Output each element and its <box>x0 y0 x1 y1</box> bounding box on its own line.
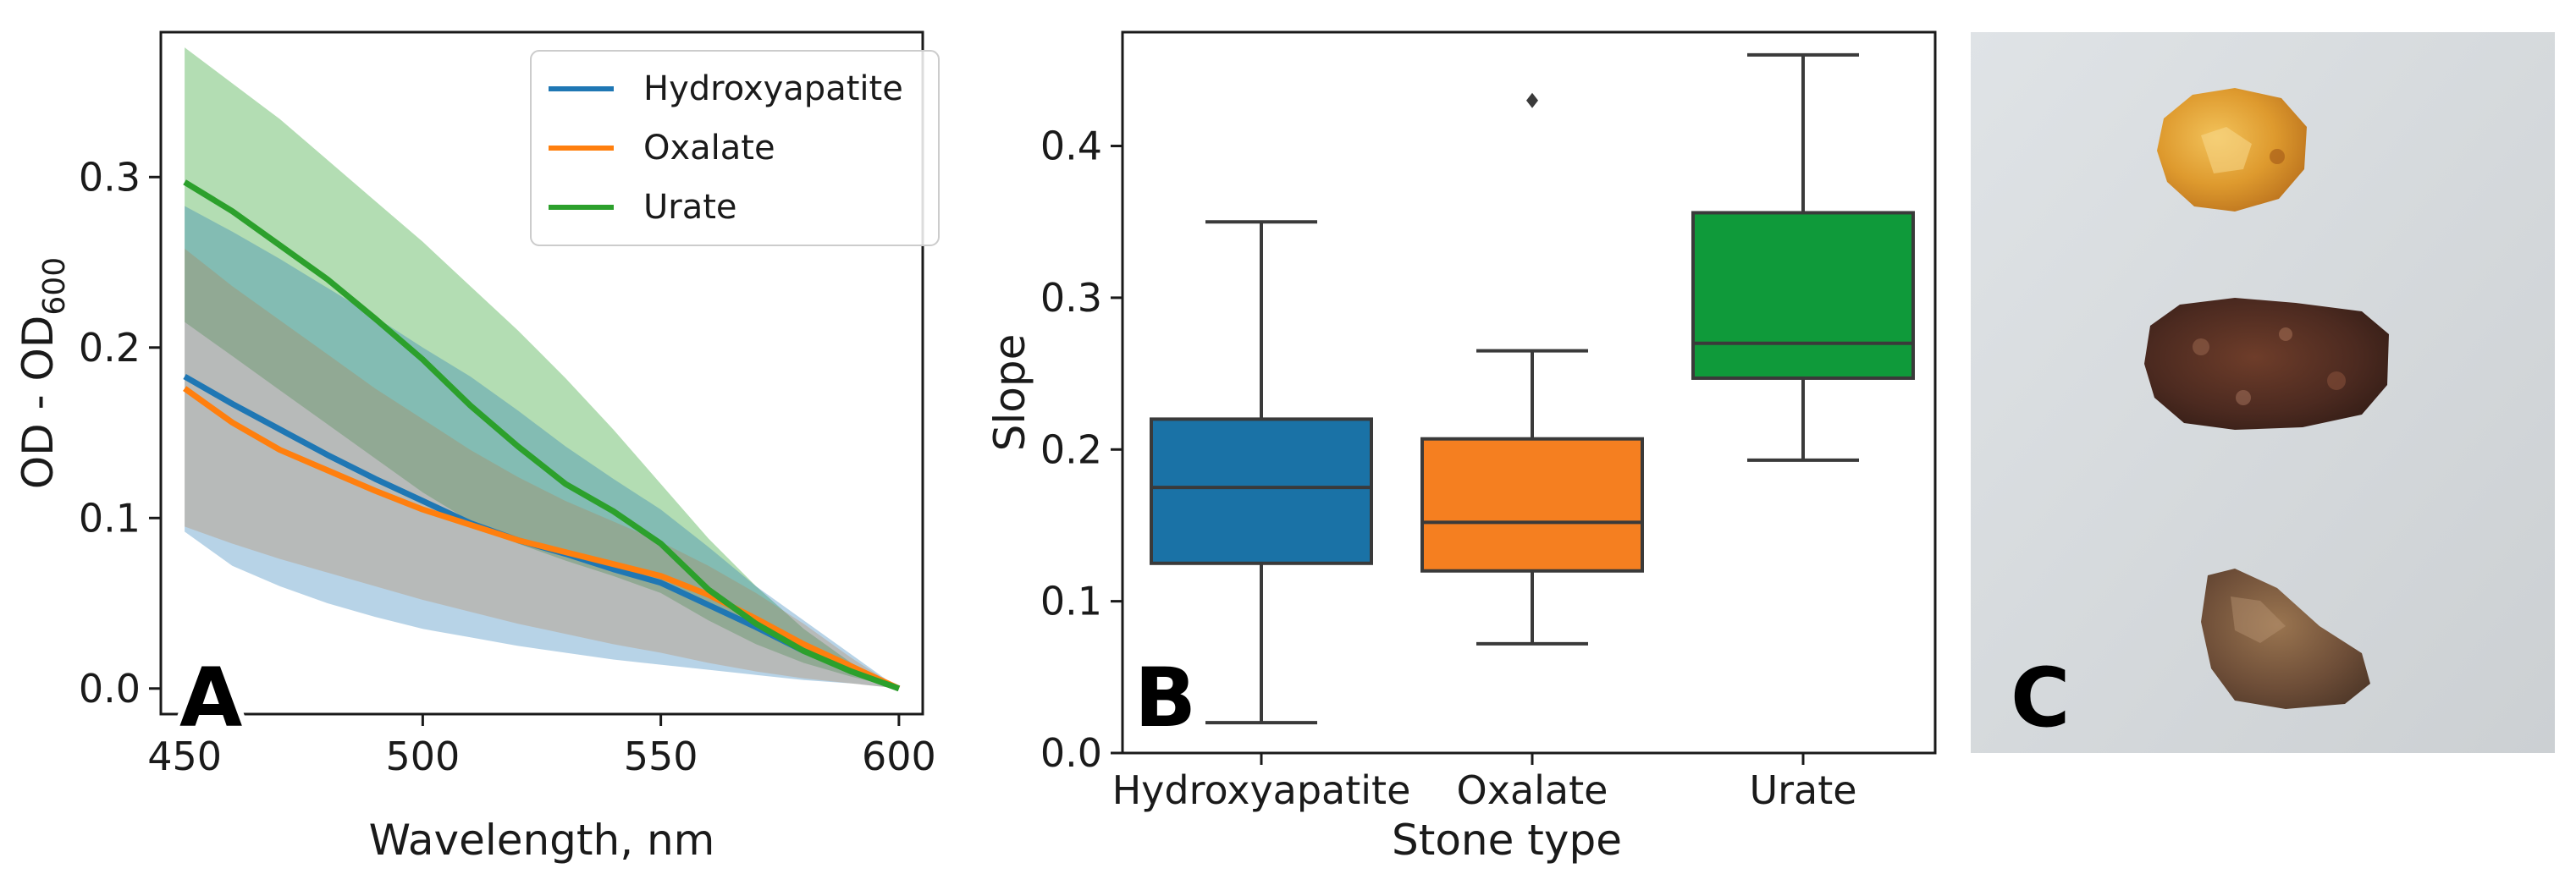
stone-spot <box>2327 371 2346 390</box>
y-tick-label: 0.2 <box>79 325 141 371</box>
x-axis-title: Wavelength, nm <box>369 816 715 865</box>
line-oxalate <box>183 386 901 691</box>
y-axis-ticks: 0.0 0.1 0.2 0.3 <box>79 154 161 712</box>
x-tick-label: Urate <box>1749 767 1856 813</box>
mean-lines <box>183 179 901 692</box>
oxalate-stone <box>2144 298 2389 430</box>
x-tick-label: 450 <box>147 734 222 779</box>
y-tick-label: 0.4 <box>1040 124 1102 169</box>
y-tick-label: 0.3 <box>79 154 141 200</box>
y-axis-title: OD - OD600 <box>14 257 72 489</box>
x-axis-ticks: Hydroxyapatite Oxalate Urate <box>1112 753 1857 813</box>
stone-pit <box>2270 149 2285 164</box>
y-axis-title: Slope <box>985 334 1034 452</box>
x-axis-title: Stone type <box>1392 816 1622 865</box>
box-hydroxyapatite <box>1150 417 1373 565</box>
stone-highlight <box>2231 596 2286 643</box>
legend-label-hydroxyapatite: Hydroxyapatite <box>643 69 903 108</box>
box-oxalate <box>1420 437 1644 573</box>
stone-highlight <box>2201 127 2252 173</box>
panel-a-letter-halo: A <box>179 651 242 745</box>
stone-spot <box>2193 338 2209 355</box>
band-hydroxyapatite <box>185 206 899 689</box>
box-urate <box>1691 211 1915 380</box>
y-tick-label: 0.1 <box>79 495 141 541</box>
panel-b-box-plot: Hydroxyapatite Oxalate Urate 0.00.10.20.30… <box>985 30 1937 865</box>
x-tick-label: Oxalate <box>1457 767 1608 813</box>
panel-a-frame <box>159 30 924 716</box>
x-axis-ticks: 450 500 550 600 <box>147 714 936 779</box>
y-tick-label: 0.3 <box>1040 275 1102 321</box>
legend-label-oxalate: Oxalate <box>643 129 775 168</box>
legend: Hydroxyapatite Oxalate Urate <box>530 50 940 246</box>
box-plot-elements <box>1150 52 1915 725</box>
stone-spot <box>2236 390 2251 405</box>
x-tick-label: 500 <box>385 734 460 779</box>
panel-c-letter: C <box>2011 651 2070 745</box>
stone-body <box>2201 569 2370 709</box>
panel-b-frame <box>1121 30 1937 755</box>
hydroxyapatite-stone <box>2157 88 2307 212</box>
panel-c-photo: C <box>1971 32 2555 753</box>
urate-stone <box>2201 569 2370 709</box>
band-oxalate <box>185 248 899 689</box>
x-tick-label: Hydroxyapatite <box>1112 767 1411 813</box>
y-axis-ticks: 0.0 0.1 0.2 0.3 0.4 <box>1040 124 1123 776</box>
panel-a-line-chart: 450 500 550 600 0.0 0.1 0.2 0.3 Wavelength, nm… <box>14 30 940 865</box>
panel-a-letter: A <box>179 651 242 745</box>
outlier-oxalate <box>1526 92 1538 108</box>
legend-box <box>530 50 940 246</box>
panel-b-letter: B <box>1134 651 1196 745</box>
y-tick-label: 0.0 <box>1040 730 1102 776</box>
y-tick-label: 0.0 <box>79 666 141 712</box>
y-tick-label: 0.1 <box>1040 579 1102 624</box>
panel-b-letter-halo: B <box>1134 651 1196 745</box>
stone-body <box>2144 298 2389 430</box>
legend-label-urate: Urate <box>643 188 737 227</box>
stone-spot <box>2279 327 2292 341</box>
confidence-bands <box>185 47 899 689</box>
y-axis-title-subscript: 600 <box>37 257 72 316</box>
line-urate <box>183 179 901 692</box>
x-tick-label: 600 <box>862 734 936 779</box>
x-tick-label: 550 <box>624 734 698 779</box>
y-axis-title-main: OD - OD <box>14 316 63 490</box>
y-tick-label: 0.2 <box>1040 426 1102 472</box>
band-urate <box>185 47 899 689</box>
